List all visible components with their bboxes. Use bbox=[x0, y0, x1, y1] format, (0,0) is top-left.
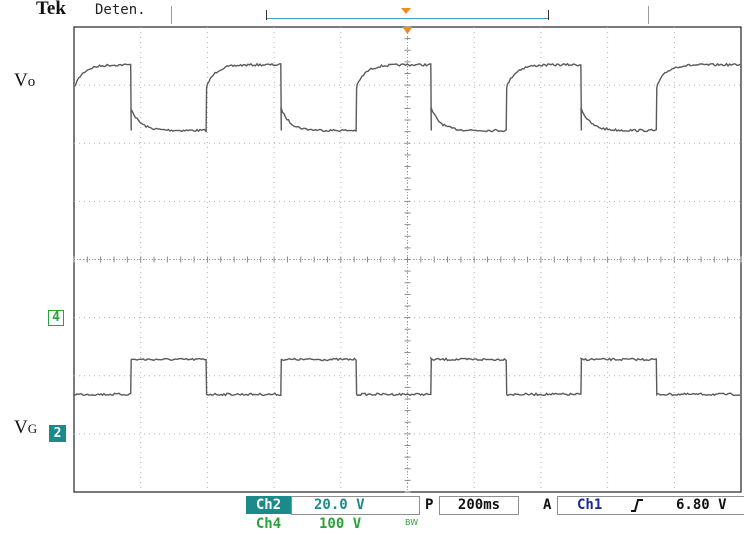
vg-label-sub: G bbox=[27, 421, 38, 436]
vg-trace bbox=[73, 356, 741, 397]
vo-label-sub: o bbox=[27, 74, 36, 90]
ch2-ground-marker[interactable]: 2 bbox=[49, 425, 66, 442]
record-view-bar bbox=[266, 10, 549, 22]
status-divider bbox=[171, 6, 172, 24]
vo-trace-label: Vo bbox=[14, 70, 35, 92]
trigger-marker bbox=[402, 27, 413, 34]
ch4-scale[interactable]: 100 V bbox=[319, 516, 362, 532]
trigger-source: Ch1 bbox=[577, 497, 603, 513]
ch4-ground-marker[interactable]: 4 bbox=[48, 310, 64, 326]
trigger-level: 6.80 V bbox=[676, 497, 727, 513]
trigger-position-marker bbox=[401, 8, 411, 14]
brand-logo: Tek bbox=[36, 0, 66, 19]
vg-label-main: V bbox=[14, 417, 28, 438]
bandwidth-limit-badge: BW bbox=[405, 518, 419, 527]
vo-trace bbox=[73, 62, 741, 133]
rising-edge-icon bbox=[631, 499, 643, 512]
acquisition-state: Deten. bbox=[95, 2, 146, 18]
vg-trace-label: VG bbox=[14, 417, 37, 439]
trigger-readout[interactable]: Ch1 6.80 V bbox=[557, 496, 744, 515]
ch2-label[interactable]: Ch2 bbox=[246, 496, 291, 514]
ch2-scale[interactable]: 20.0 V bbox=[291, 496, 420, 515]
timebase-value[interactable]: 200ms bbox=[439, 496, 519, 515]
ch4-label[interactable]: Ch4 bbox=[255, 516, 282, 532]
trigger-mode: A bbox=[543, 497, 552, 513]
timebase-prefix: P bbox=[425, 497, 434, 513]
status-divider bbox=[648, 6, 649, 24]
vo-label-main: V bbox=[14, 70, 28, 91]
